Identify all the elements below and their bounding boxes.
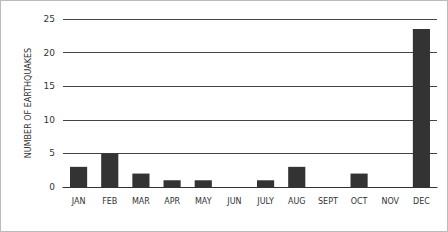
svg-text:JUN: JUN	[226, 197, 241, 206]
svg-text:5: 5	[49, 148, 55, 158]
svg-text:FEB: FEB	[102, 197, 117, 206]
svg-text:AUG: AUG	[288, 197, 306, 206]
svg-text:10: 10	[44, 115, 56, 125]
svg-text:DEC: DEC	[413, 197, 430, 206]
svg-text:JAN: JAN	[71, 197, 86, 206]
svg-text:NOV: NOV	[381, 197, 399, 206]
svg-text:15: 15	[44, 81, 55, 91]
svg-text:MAY: MAY	[195, 197, 212, 206]
svg-text:APR: APR	[164, 197, 180, 206]
svg-text:NUMBER OF EARTHQUAKES: NUMBER OF EARTHQUAKES	[24, 48, 33, 158]
svg-text:OCT: OCT	[351, 197, 368, 206]
svg-text:0: 0	[49, 182, 55, 192]
svg-text:25: 25	[44, 14, 55, 24]
svg-text:SEPT: SEPT	[318, 197, 338, 206]
svg-text:20: 20	[44, 48, 56, 58]
svg-text:MAR: MAR	[132, 197, 150, 206]
svg-text:JULY: JULY	[256, 197, 274, 206]
